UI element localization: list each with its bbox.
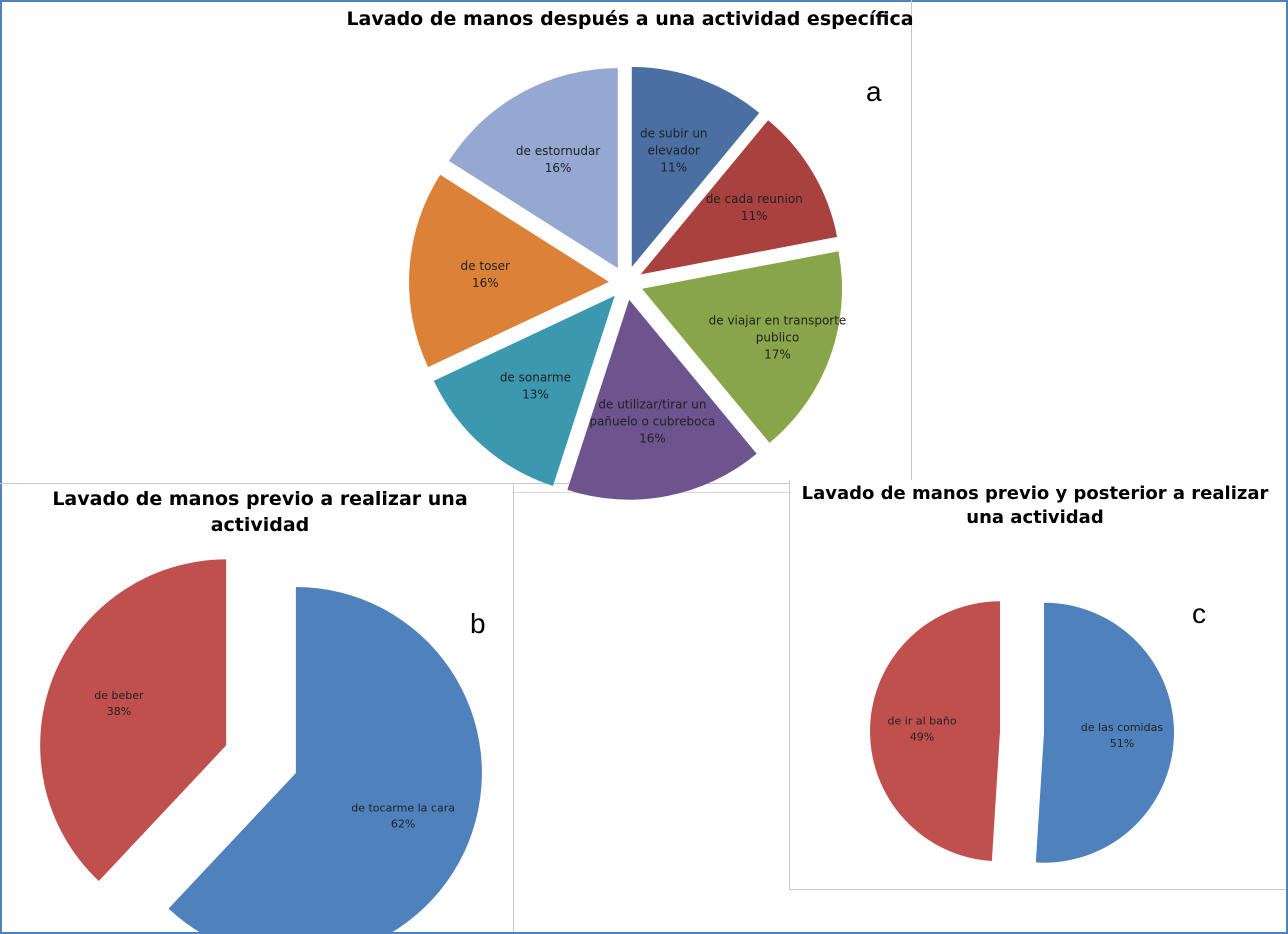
pie-slice-c-0 [1035, 602, 1174, 863]
chart-title-a: Lavado de manos después a una actividad … [346, 8, 914, 30]
chart-panel-c [789, 480, 1286, 890]
slice-label-a-0-1: elevador [648, 144, 701, 158]
slice-percent-a-0: 11% [660, 161, 687, 175]
chart-title-c: Lavado de manos previo y posterior a rea… [801, 483, 1269, 528]
slice-label-c-0-0: de las comidas [1081, 721, 1164, 734]
pie-slice-a-6 [448, 68, 618, 269]
pie-slice-c-1 [870, 601, 1001, 862]
pie-slice-a-1 [640, 120, 838, 275]
slice-percent-a-3: 16% [639, 432, 666, 446]
pie-slice-b-1 [40, 559, 227, 882]
slice-label-c-1-0: de ir al baño [888, 715, 957, 728]
panel-letter-c: c [1192, 598, 1206, 629]
chart-panel-a [0, 0, 912, 484]
slice-label-a-3-1: pañuelo o cubreboca [589, 415, 715, 429]
slice-percent-b-1: 38% [107, 705, 131, 718]
slice-label-a-0-0: de subir un [640, 127, 708, 141]
pie-slice-a-2 [641, 251, 842, 443]
slice-label-a-3-0: de utilizar/tirar un [598, 398, 706, 412]
slice-percent-a-1: 11% [741, 209, 768, 223]
panel-letter-b: b [470, 608, 486, 639]
slice-percent-b-0: 62% [391, 817, 415, 830]
slice-percent-a-2: 17% [764, 348, 791, 362]
slice-percent-c-1: 49% [910, 731, 934, 744]
pie-slice-b-0 [168, 587, 482, 934]
pie-slice-a-0 [631, 67, 760, 268]
pie-slice-a-5 [409, 174, 610, 368]
chart-panel-b [0, 484, 514, 932]
slice-percent-a-4: 13% [522, 387, 549, 401]
pie-chart-a: de subir un elevador 11% de cada reunion 11%… [409, 67, 846, 500]
pie-chart-b: de tocarme la cara 62% de beber 38% [40, 559, 482, 934]
slice-label-a-4-0: de sonarme [500, 370, 571, 384]
slice-percent-a-6: 16% [545, 161, 572, 175]
pie-chart-c: de las comidas 51% de ir al baño 49% [870, 601, 1174, 863]
chart-title-b: Lavado de manos previo a realizar una ac… [52, 488, 468, 536]
slice-label-a-1-0: de cada reunion [706, 192, 803, 206]
pie-slice-a-4 [433, 295, 615, 486]
panel-letter-a: a [866, 76, 882, 107]
pie-slice-a-3 [567, 299, 757, 500]
slice-label-b-1-0: de beber [94, 689, 144, 702]
slice-label-b-0-0: de tocarme la cara [351, 801, 455, 814]
slice-percent-c-0: 51% [1110, 737, 1134, 750]
slice-percent-a-5: 16% [472, 276, 499, 290]
slice-label-a-2-1: publico [756, 331, 799, 345]
slice-label-a-6-0: de estornudar [516, 144, 600, 158]
slice-label-a-2-0: de viajar en transporte [709, 314, 847, 328]
slice-label-a-5-0: de toser [461, 259, 510, 273]
